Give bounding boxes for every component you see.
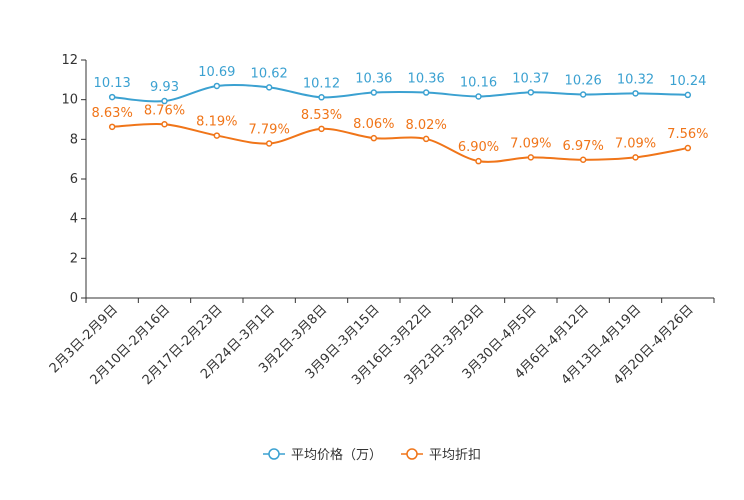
data-point [265, 84, 273, 91]
data-point [161, 121, 168, 128]
data-label: 7.09% [510, 136, 551, 151]
data-label: 10.13 [94, 76, 131, 91]
legend-label: 平均折扣 [429, 448, 481, 463]
series-line-2 [112, 122, 689, 163]
data-point [579, 156, 587, 164]
data-point [684, 144, 692, 152]
legend-item-2[interactable]: 平均折扣 [401, 448, 481, 463]
data-point [213, 132, 221, 139]
y-tick-label: 12 [61, 53, 78, 68]
data-point [684, 91, 692, 99]
data-label: 8.02% [406, 118, 447, 133]
legend-marker-icon [406, 448, 418, 460]
legend-item-1[interactable]: 平均价格（万） [263, 447, 382, 463]
data-point [422, 89, 430, 96]
data-point [579, 91, 587, 98]
data-label: 9.93 [150, 80, 179, 95]
data-label: 8.63% [92, 106, 133, 121]
y-tick-label: 10 [61, 93, 78, 108]
data-point [108, 123, 116, 131]
data-point [370, 134, 378, 142]
data-point [632, 154, 639, 161]
data-point [475, 93, 482, 100]
legend-marker-icon [268, 448, 280, 460]
data-point [370, 89, 378, 96]
data-point [527, 89, 535, 96]
data-label: 8.06% [353, 117, 394, 132]
data-point [318, 125, 325, 133]
data-label: 10.16 [460, 75, 497, 90]
data-label: 10.24 [669, 74, 706, 89]
data-label: 10.69 [198, 65, 235, 80]
y-tick-label: 6 [70, 172, 78, 187]
data-label: 8.19% [196, 115, 237, 130]
data-label: 10.36 [355, 72, 392, 87]
data-point [161, 97, 168, 105]
data-label: 7.79% [249, 122, 290, 137]
legend-label: 平均价格（万） [291, 447, 382, 463]
series-line-1 [112, 83, 688, 103]
data-label-layer: 10.13 9.93 10.69 10.62 10.12 10.36 10.36 10.16 1… [92, 65, 709, 155]
data-point [108, 93, 116, 101]
data-label: 10.36 [408, 72, 445, 87]
data-point [422, 135, 430, 143]
y-tick-label: 8 [70, 132, 78, 147]
data-label: 6.90% [458, 140, 499, 155]
data-point [265, 140, 273, 147]
data-label: 10.26 [565, 74, 602, 89]
data-label: 6.97% [563, 139, 604, 154]
legend[interactable]: 平均价格（万） 平均折扣 [263, 447, 481, 463]
data-label: 10.12 [303, 76, 340, 91]
data-label: 10.32 [617, 72, 654, 87]
data-point [475, 157, 482, 165]
y-tick-label: 4 [70, 212, 78, 227]
data-point [318, 94, 325, 101]
data-point [527, 154, 535, 161]
data-label: 7.09% [615, 136, 656, 151]
y-tick-label: 0 [70, 291, 78, 306]
series-layer [108, 82, 692, 165]
data-point [213, 82, 221, 90]
y-tick-label: 2 [70, 251, 78, 266]
data-label: 8.53% [301, 108, 342, 123]
data-point [632, 90, 639, 97]
data-label: 10.62 [251, 66, 288, 81]
data-label: 10.37 [512, 71, 549, 86]
data-label: 7.56% [667, 127, 708, 142]
data-label: 8.76% [144, 103, 185, 118]
